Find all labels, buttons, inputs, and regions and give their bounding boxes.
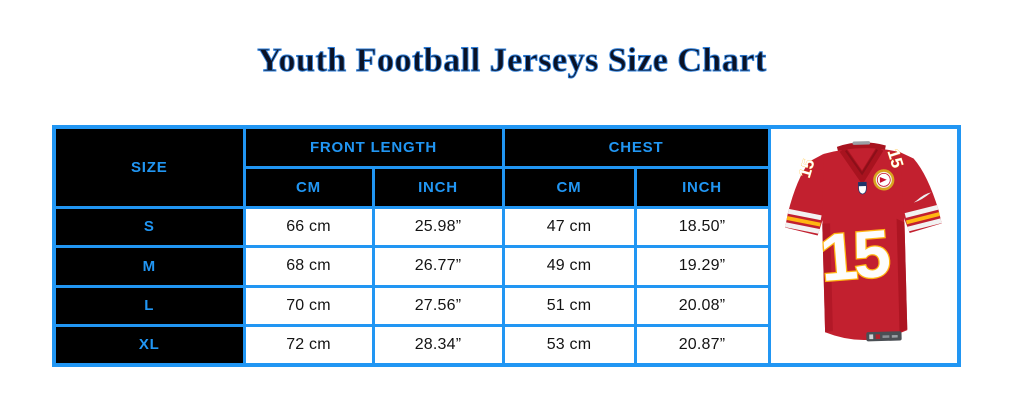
size-label-s: S: [52, 205, 246, 249]
chest-cm-value: 51 cm: [501, 284, 637, 328]
chest-inch-value: 18.50”: [633, 205, 771, 249]
chest-cm-value: 53 cm: [501, 324, 637, 367]
chest-inch-value: 20.08”: [633, 284, 771, 328]
front-cm-value: 66 cm: [242, 205, 375, 249]
front-inch-value: 25.98”: [371, 205, 505, 249]
jersey-image: 15 15 15: [771, 129, 958, 363]
front-inch-value: 28.34”: [371, 324, 505, 367]
page-title: Youth Football Jerseys Size Chart: [257, 42, 767, 80]
size-column-header: SIZE: [52, 125, 246, 209]
size-chart-table: SIZE FRONT LENGTH CHEST: [52, 125, 961, 367]
chest-number: 15: [817, 217, 892, 296]
front-inch-value: 27.56”: [371, 284, 505, 328]
size-label-l: L: [52, 284, 246, 328]
front-cm-value: 72 cm: [242, 324, 375, 367]
table-row-m: M 68 cm 26.77” 49 cm 19.29”: [52, 244, 959, 288]
jersey-product-image-cell: 15 15 15: [767, 125, 961, 367]
chest-inch-value: 20.87”: [633, 324, 771, 367]
chest-inch-header: INCH: [633, 166, 771, 209]
nfl-shield-icon: [857, 181, 867, 195]
team-patch-icon: [872, 169, 895, 191]
jock-tag: [866, 331, 902, 342]
table-row-xl: XL 72 cm 28.34” 53 cm 20.87”: [52, 324, 959, 367]
chest-cm-value: 47 cm: [501, 205, 637, 249]
size-label-m: M: [52, 244, 246, 288]
chest-inch-value: 19.29”: [633, 244, 771, 288]
jersey-illustration: 15 15 15: [783, 141, 942, 342]
front-length-inch-header: INCH: [371, 166, 505, 209]
front-cm-value: 70 cm: [242, 284, 375, 328]
front-cm-value: 68 cm: [242, 244, 375, 288]
table-row-l: L 70 cm 27.56” 51 cm 20.08”: [52, 284, 959, 328]
table-row-s: S 66 cm 25.98” 47 cm 18.50”: [52, 205, 959, 249]
front-inch-value: 26.77”: [371, 244, 505, 288]
front-length-group-header: FRONT LENGTH: [242, 125, 505, 170]
right-shoulder-number: 15: [883, 147, 907, 170]
chest-cm-value: 49 cm: [501, 244, 637, 288]
size-label-xl: XL: [52, 324, 246, 367]
chest-group-header: CHEST: [501, 125, 771, 170]
left-shoulder-number: 15: [795, 157, 818, 180]
front-length-cm-header: CM: [242, 166, 375, 209]
swoosh-icon: [913, 192, 931, 203]
chest-cm-header: CM: [501, 166, 637, 209]
